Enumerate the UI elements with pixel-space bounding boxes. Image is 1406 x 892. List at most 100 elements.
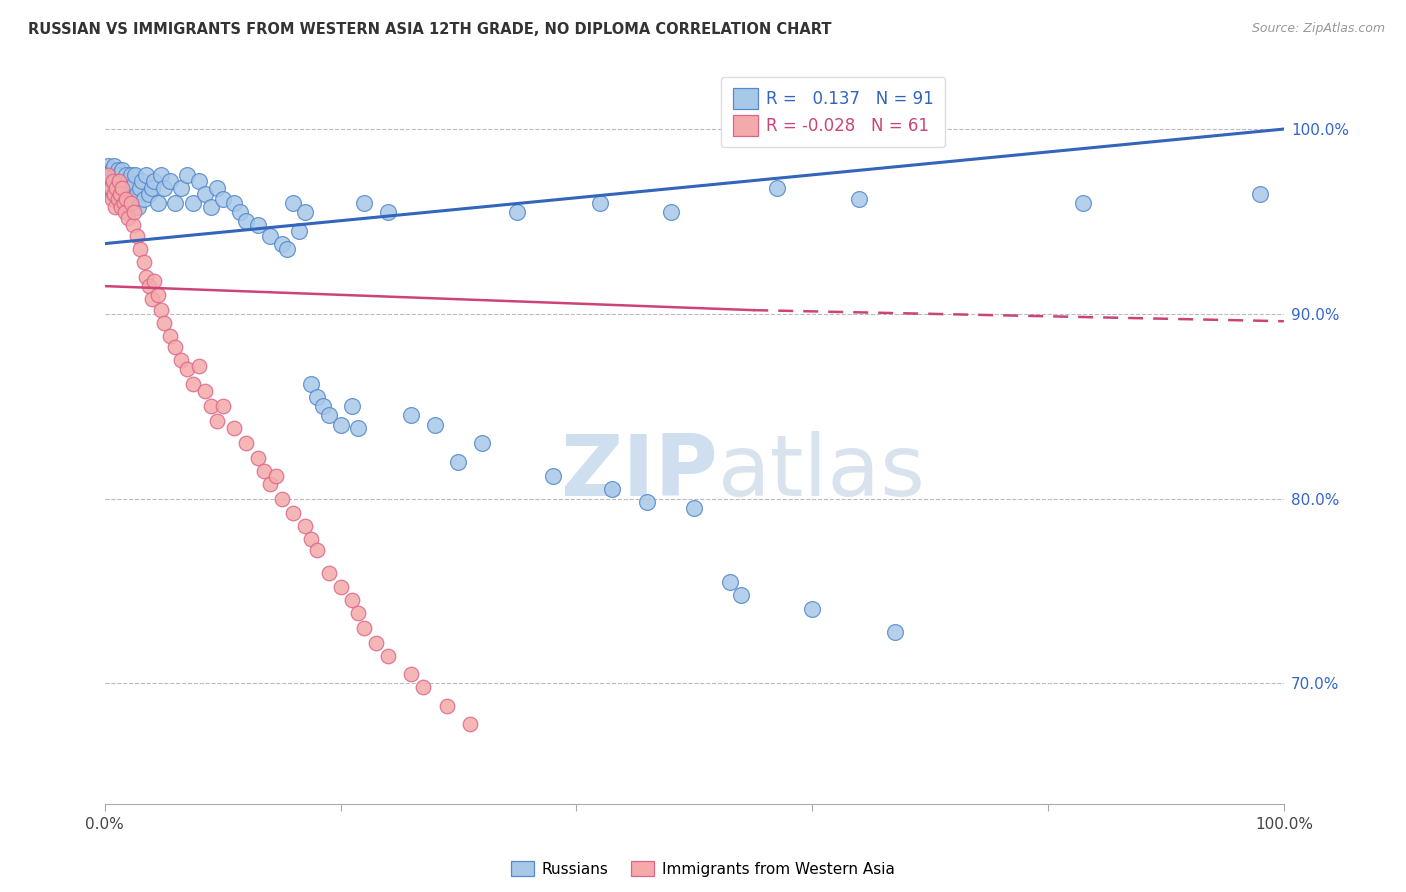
Text: RUSSIAN VS IMMIGRANTS FROM WESTERN ASIA 12TH GRADE, NO DIPLOMA CORRELATION CHART: RUSSIAN VS IMMIGRANTS FROM WESTERN ASIA …	[28, 22, 831, 37]
Point	[115, 181, 138, 195]
Point	[294, 205, 316, 219]
Point	[129, 242, 152, 256]
Point	[97, 159, 120, 173]
Point	[122, 205, 145, 219]
Point	[883, 624, 905, 639]
Point	[401, 409, 423, 423]
Point	[312, 399, 335, 413]
Point	[152, 181, 174, 195]
Point	[122, 192, 145, 206]
Point	[181, 196, 204, 211]
Point	[165, 196, 187, 211]
Point	[353, 196, 375, 211]
Point	[146, 288, 169, 302]
Point	[342, 593, 364, 607]
Point	[299, 533, 322, 547]
Point	[235, 436, 257, 450]
Point	[110, 200, 132, 214]
Point	[107, 162, 129, 177]
Point	[101, 186, 124, 201]
Point	[766, 181, 789, 195]
Point	[294, 519, 316, 533]
Point	[115, 168, 138, 182]
Point	[100, 192, 122, 206]
Point	[141, 181, 163, 195]
Point	[110, 174, 132, 188]
Point	[120, 196, 142, 211]
Point	[1249, 186, 1271, 201]
Point	[259, 476, 281, 491]
Point	[347, 606, 370, 620]
Point	[353, 621, 375, 635]
Point	[246, 218, 269, 232]
Point	[283, 507, 305, 521]
Point	[100, 181, 122, 195]
Point	[115, 196, 138, 211]
Point	[111, 186, 134, 201]
Point	[401, 667, 423, 681]
Point	[318, 409, 340, 423]
Point	[194, 186, 217, 201]
Point	[412, 680, 434, 694]
Point	[188, 174, 211, 188]
Point	[117, 174, 139, 188]
Point	[122, 178, 145, 192]
Point	[111, 162, 134, 177]
Point	[436, 698, 458, 713]
Point	[377, 648, 399, 663]
Point	[342, 399, 364, 413]
Point	[1073, 196, 1095, 211]
Point	[112, 196, 135, 211]
Point	[730, 588, 752, 602]
Point	[211, 399, 233, 413]
Point	[103, 159, 125, 173]
Point	[132, 255, 155, 269]
Point	[283, 196, 305, 211]
Point	[108, 174, 131, 188]
Point	[103, 174, 125, 188]
Point	[100, 168, 122, 182]
Point	[129, 181, 152, 195]
Point	[108, 196, 131, 211]
Point	[329, 580, 352, 594]
Point	[108, 168, 131, 182]
Point	[299, 377, 322, 392]
Point	[636, 495, 658, 509]
Point	[114, 190, 136, 204]
Text: ZIP: ZIP	[560, 431, 718, 514]
Point	[114, 205, 136, 219]
Point	[100, 162, 122, 177]
Point	[135, 269, 157, 284]
Point	[200, 200, 222, 214]
Point	[107, 192, 129, 206]
Point	[97, 168, 120, 182]
Point	[143, 174, 166, 188]
Point	[159, 329, 181, 343]
Point	[181, 377, 204, 392]
Point	[118, 186, 141, 201]
Point	[205, 181, 228, 195]
Point	[141, 292, 163, 306]
Point	[122, 218, 145, 232]
Point	[600, 483, 623, 497]
Point	[176, 168, 198, 182]
Point	[458, 717, 481, 731]
Point	[224, 196, 246, 211]
Point	[659, 205, 682, 219]
Point	[115, 192, 138, 206]
Point	[143, 274, 166, 288]
Legend: R =   0.137   N = 91, R = -0.028   N = 61: R = 0.137 N = 91, R = -0.028 N = 61	[721, 77, 945, 147]
Point	[318, 566, 340, 580]
Point	[205, 414, 228, 428]
Point	[152, 316, 174, 330]
Point	[683, 500, 706, 515]
Point	[120, 168, 142, 182]
Point	[104, 168, 127, 182]
Legend: Russians, Immigrants from Western Asia: Russians, Immigrants from Western Asia	[503, 853, 903, 884]
Text: Source: ZipAtlas.com: Source: ZipAtlas.com	[1251, 22, 1385, 36]
Point	[103, 186, 125, 201]
Point	[132, 192, 155, 206]
Point	[121, 181, 143, 195]
Point	[506, 205, 529, 219]
Point	[150, 303, 173, 318]
